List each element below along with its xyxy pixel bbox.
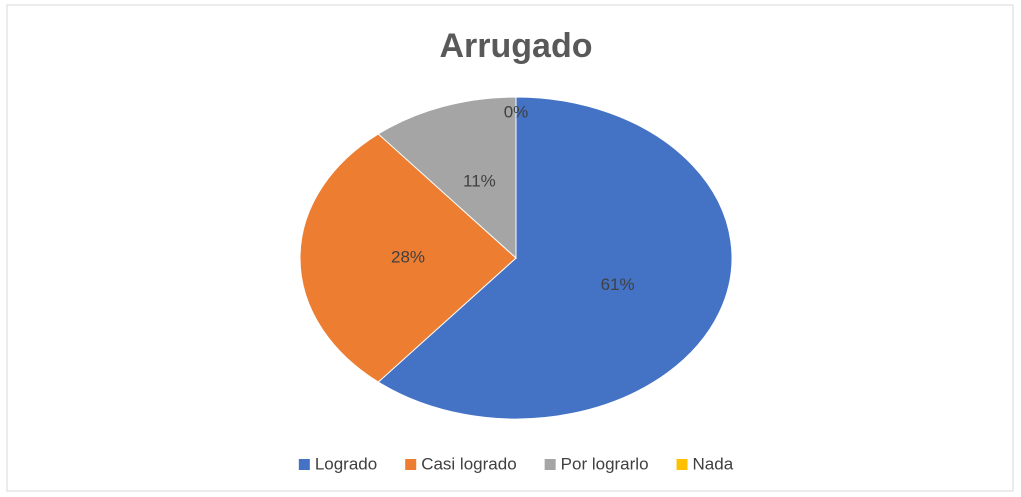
legend-swatch [544,459,556,470]
legend-label: Nada [693,454,734,473]
legend-swatch [405,459,417,470]
chart-title: Arrugado [440,27,593,65]
data-label: 11% [463,172,496,191]
legend-label: Logrado [315,454,377,473]
legend-swatch [298,459,310,470]
pie-slice [299,133,517,383]
data-label: 61% [601,275,635,294]
pie-slice [377,96,733,420]
legend-label: Por lograrlo [561,454,649,473]
data-label: 0% [504,103,529,122]
pie-slice [377,96,517,260]
data-label: 28% [391,247,425,266]
legend-label: Casi logrado [421,454,516,473]
legend-swatch [676,459,688,470]
